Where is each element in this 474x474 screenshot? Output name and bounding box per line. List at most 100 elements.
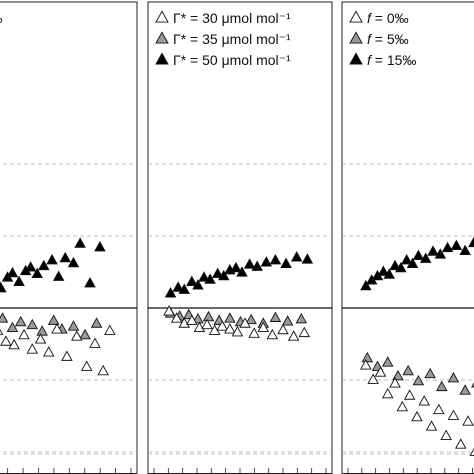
data-point [14,315,27,327]
data-point [97,364,109,376]
data-point [80,360,93,371]
data-point [396,400,409,412]
data-point [374,366,387,377]
legend-marker [155,52,169,65]
data-point [42,346,55,357]
data-point [381,356,394,367]
data-point [186,314,198,325]
data-point [389,259,401,271]
data-point [94,241,106,252]
data-point [392,369,404,381]
data-point [201,318,213,330]
data-point [84,277,96,288]
data-point [424,367,436,379]
data-point [90,317,103,328]
data-point [367,373,379,384]
data-point [434,248,447,259]
data-point [170,312,183,323]
data-point [406,257,419,268]
panel-2: Γ* = 30 μmol mol⁻¹ Γ* = 35 μmol mol⁻¹ Γ* =… [147,1,333,474]
data-point [164,287,177,298]
data-point [224,312,236,323]
data-point [202,310,215,322]
data-point [34,333,47,344]
panel-frame [341,1,474,474]
data-point [295,313,308,324]
data-point [198,271,210,282]
data-point [462,415,474,426]
data-point [389,377,401,388]
data-point [0,312,9,323]
data-point [425,420,438,431]
data-point [427,245,439,256]
data-point [192,313,204,324]
data-point [236,266,248,277]
data-point [298,326,311,338]
data-point [104,324,116,335]
legend-marker [155,31,169,44]
data-point [243,258,256,269]
legend-label: Γ* = 30 μmol mol⁻¹ [173,10,291,26]
data-point [31,267,43,279]
data-point [217,269,230,281]
data-point [224,323,236,334]
data-point [52,270,65,281]
legend-marker [349,31,363,44]
data-point [454,438,467,449]
data-point [441,241,454,253]
data-point [0,335,12,346]
data-point [6,321,19,333]
data-point [360,359,372,370]
data-point [269,253,282,265]
legend-marker [349,52,363,65]
data-point [280,257,292,268]
data-point [192,279,204,290]
data-point [71,330,83,341]
data-point [26,343,39,354]
data-point [0,328,4,335]
data-point [377,265,390,276]
data-point [433,403,445,415]
data-point [403,389,416,400]
data-point [360,279,372,291]
data-point [251,260,263,271]
data-point [290,251,303,262]
data-point [211,267,224,279]
data-point [172,281,184,292]
data-point [178,283,191,294]
data-point [248,327,260,338]
data-point [395,261,407,273]
data-point [46,253,58,265]
data-point [26,318,39,330]
panel-1: –15‰–5‰15‰ [0,1,138,474]
data-point [383,268,395,279]
data-point [266,328,279,340]
legend-label: Γ* = 50 μmol mol⁻¹ [173,52,291,68]
data-point [447,372,460,383]
data-point [163,305,175,316]
legend-label: f = 15‰ [367,52,416,68]
data-point [287,330,300,341]
data-point [245,313,257,325]
data-point [440,429,452,441]
data-point [13,275,25,286]
data-point [412,249,425,261]
data-point [419,252,432,263]
data-point [47,314,60,325]
legend-label: f = 5‰ [367,31,409,47]
data-point [6,266,19,278]
legend-label: –15‰ [0,10,2,26]
data-point [204,273,216,284]
data-point [471,382,474,388]
data-point [67,320,80,331]
data-point [301,253,314,264]
data-point [402,364,414,376]
data-point [79,328,91,340]
legend-marker [155,10,169,23]
data-point [269,311,282,322]
data-point [8,338,20,350]
data-point [74,237,86,248]
legend-marker [349,10,363,23]
data-point [36,325,48,336]
